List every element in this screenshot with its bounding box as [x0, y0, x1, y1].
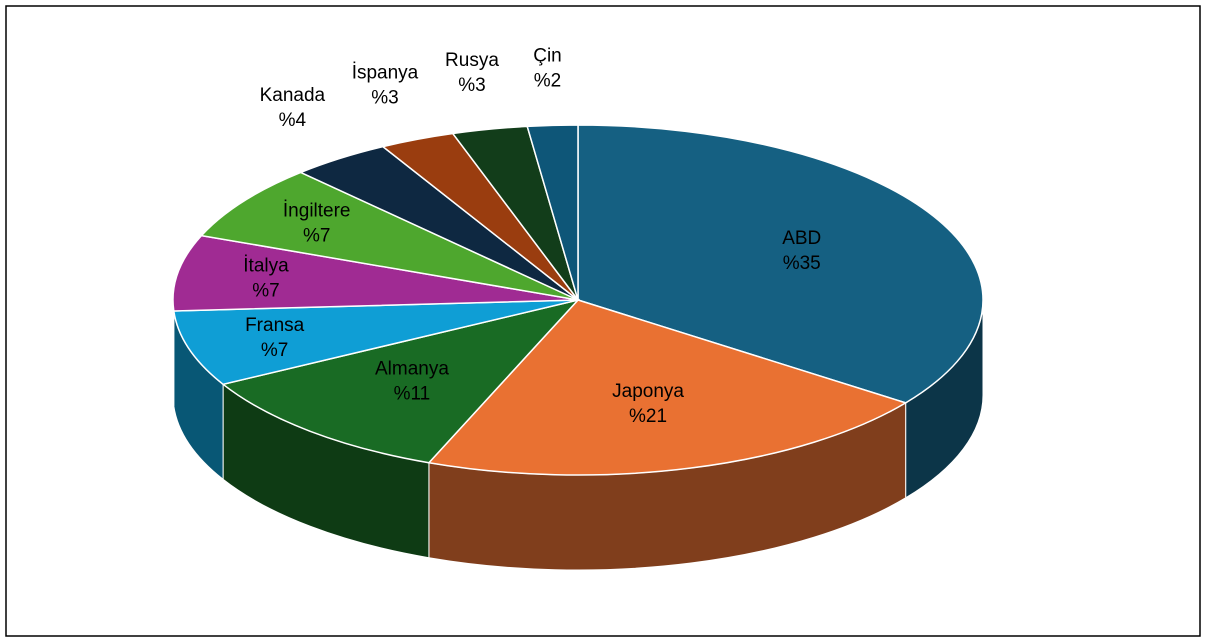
slice-tops — [172, 124, 984, 476]
slice-value-label: %3 — [458, 75, 485, 96]
slice — [427, 299, 908, 476]
slice-value-label: %7 — [303, 225, 330, 246]
slice-sides — [172, 299, 984, 571]
slice-value-label: %35 — [783, 253, 821, 274]
slice — [172, 299, 579, 386]
slice-category: Almanya — [375, 358, 449, 379]
slice — [199, 171, 579, 301]
slice — [172, 234, 579, 312]
slice-value-label: %21 — [629, 406, 667, 427]
slice-category: Rusya — [445, 50, 499, 71]
slice — [526, 124, 579, 301]
slice-category: Fransa — [245, 315, 305, 336]
slice-value-label: %3 — [371, 87, 398, 108]
slice-value-label: %2 — [534, 70, 561, 91]
slice — [577, 124, 984, 404]
slice-category: Çin — [533, 45, 562, 66]
labels: ABD %35 Japonya %21 Almanya %11 Fransa %7 İtalya… — [243, 45, 821, 427]
slice-category: Kanada — [260, 85, 326, 106]
slice-side — [172, 299, 175, 407]
slice-value-label: %7 — [261, 340, 288, 361]
slice-category: ABD — [782, 228, 821, 249]
slice-category: İngiltere — [283, 200, 351, 221]
slice-value-label: %7 — [252, 281, 279, 302]
slice-category: İspanya — [352, 62, 419, 83]
slice-value-label: %4 — [279, 110, 307, 131]
slice-category: Japonya — [612, 381, 684, 402]
slice-category: İtalya — [243, 256, 289, 277]
slice — [221, 298, 581, 464]
slice-value-label: %11 — [394, 383, 431, 404]
